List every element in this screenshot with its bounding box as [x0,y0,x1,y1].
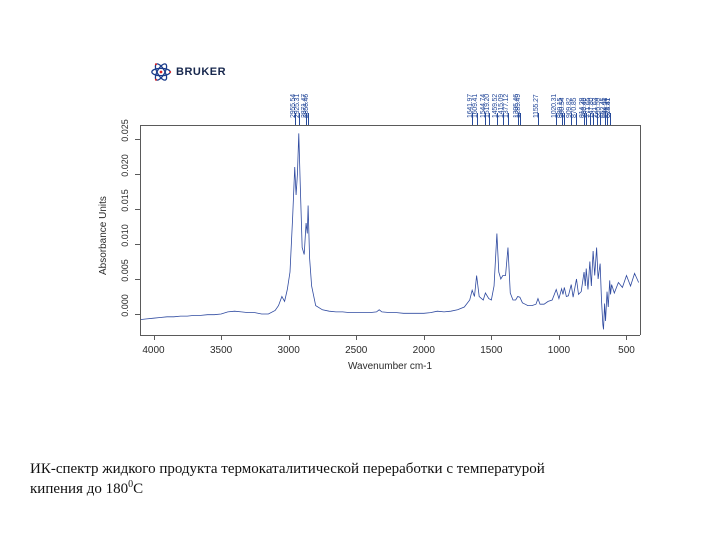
x-tick-label: 1500 [480,345,502,356]
x-tick [356,335,357,340]
caption-line2a: кипения до 180 [30,481,128,497]
figure-caption: ИК-спектр жидкого продукта термокаталити… [30,460,690,499]
y-tick [135,279,140,280]
x-tick [491,335,492,340]
peak-label: 1155.27 [533,95,540,118]
peak-label: 618.87 [605,98,612,118]
peak-label: 1377.12 [503,94,510,118]
peak-label: 1519.20 [484,94,491,118]
peak-label: 1609.41 [472,94,479,118]
x-tick [154,335,155,340]
y-tick [135,174,140,175]
y-tick [135,314,140,315]
bruker-logo: BRUKER [150,57,230,87]
x-axis-top-line [140,125,640,126]
y-tick-label: 0.020 [120,154,130,177]
y-tick-label: 0.000 [120,294,130,317]
peak-label: 2856.46 [303,94,310,118]
x-tick-label: 2000 [413,345,435,356]
x-tick-label: 500 [618,345,635,356]
x-tick-label: 3500 [210,345,232,356]
y-tick-label: 0.025 [120,119,130,142]
y-tick [135,139,140,140]
y-tick-label: 0.010 [120,224,130,247]
x-axis-label: Wavenumber cm-1 [60,361,720,372]
y-tick [135,244,140,245]
brand-text: BRUKER [176,66,226,78]
x-tick [221,335,222,340]
caption-line2b: С [133,481,143,497]
peak-label: 2925.31 [294,94,301,118]
x-tick-label: 4000 [142,345,164,356]
x-tick [559,335,560,340]
x-tick-label: 2500 [345,345,367,356]
y-tick-label: 0.015 [120,189,130,212]
spectrum-chart: BRUKER 4000 3500 3000 2500 2000 1500 1000 500 0… [60,25,660,405]
peak-label: 870.85 [571,98,578,118]
x-tick [424,335,425,340]
x-tick [626,335,627,340]
y-tick [135,209,140,210]
x-tick-label: 3000 [278,345,300,356]
page-stage: BRUKER 4000 3500 3000 2500 2000 1500 1000 500 0… [0,0,720,540]
x-tick-label: 1000 [548,345,570,356]
y-axis-label: Absorbance Units [98,196,109,275]
y-axis-line [140,125,141,335]
x-axis-line [140,335,640,336]
plot-area [140,125,640,335]
peak-label: 1289.49 [515,94,522,118]
spectrum-line [140,125,640,335]
atom-icon [150,61,172,83]
y-tick-label: 0.005 [120,259,130,282]
caption-line1: ИК-спектр жидкого продукта термокаталити… [30,461,545,477]
y-axis-right-line [640,125,641,335]
x-tick [289,335,290,340]
